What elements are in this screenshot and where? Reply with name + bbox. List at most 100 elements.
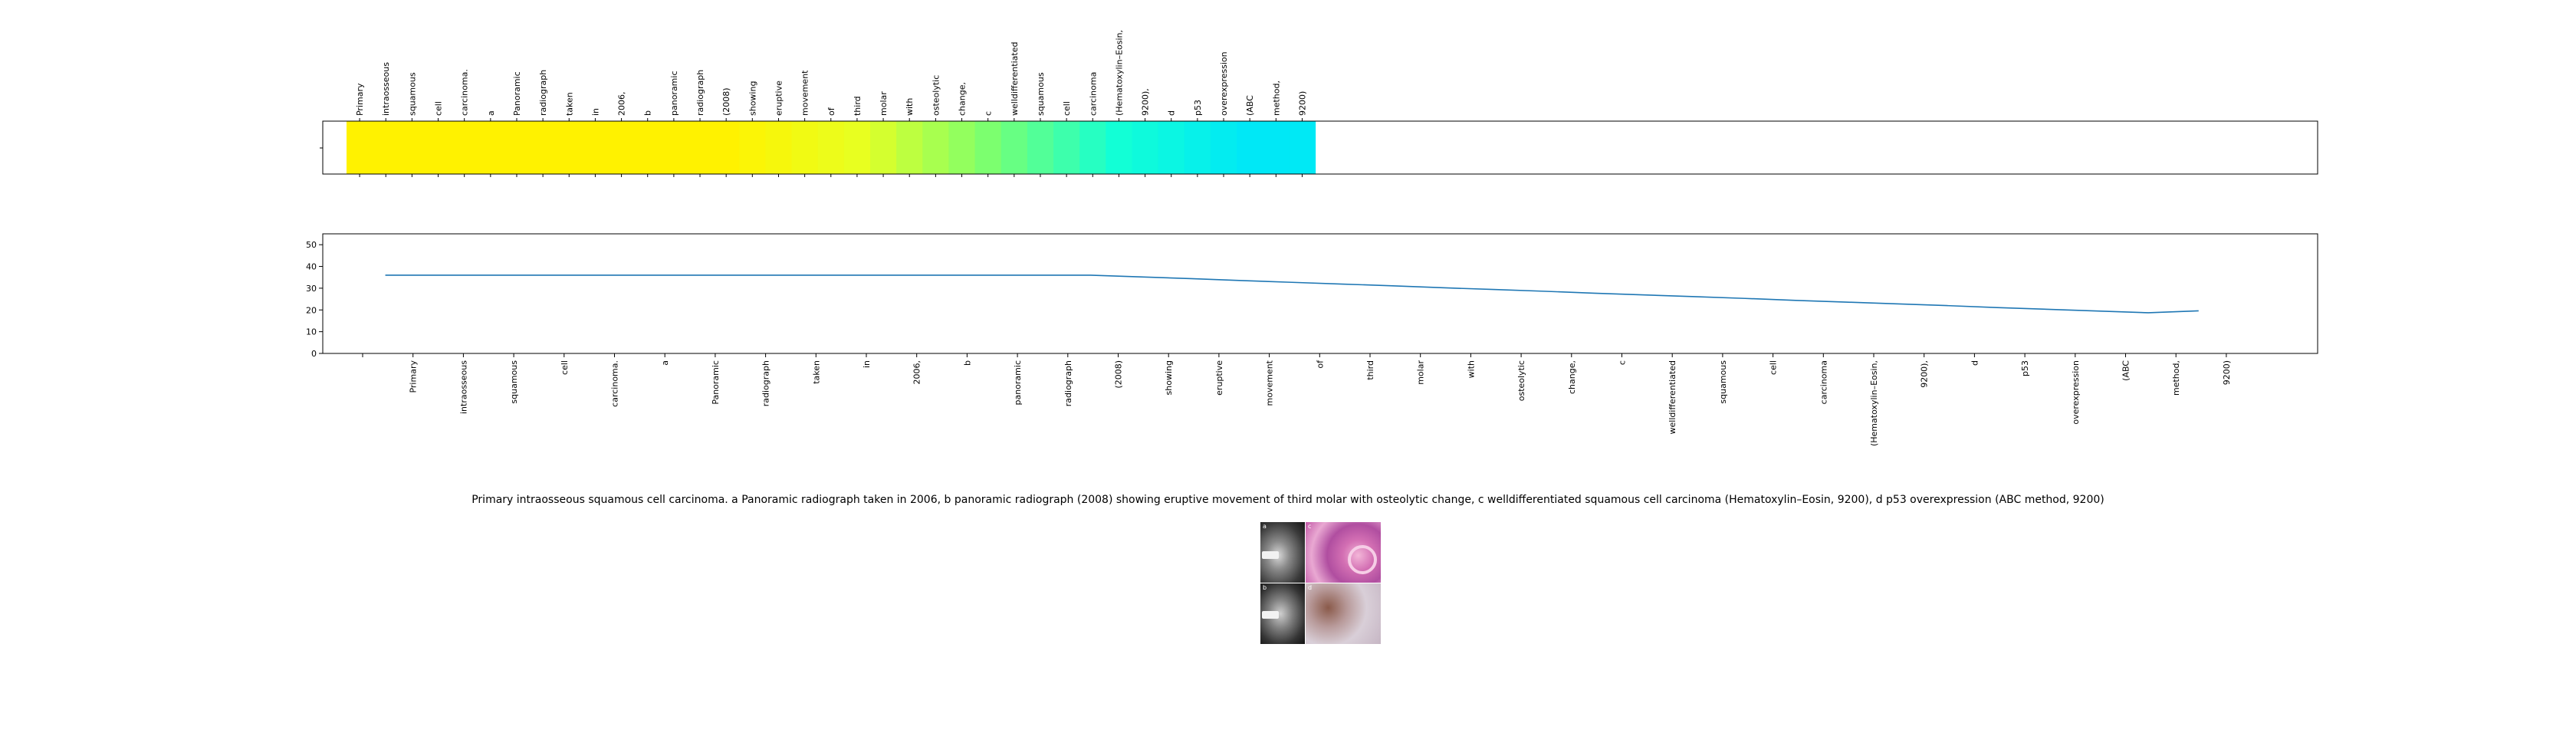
panel-b-xray-image: b xyxy=(1260,583,1305,644)
x-tick-label: showing xyxy=(1164,360,1174,395)
heatmap-token-label: method, xyxy=(1271,80,1281,116)
heatmap-cell xyxy=(870,121,897,174)
heatmap-token-label: 9200) xyxy=(1297,91,1307,116)
x-tick-label: osteolytic xyxy=(1516,360,1526,401)
heatmap-cell xyxy=(765,121,793,174)
heatmap-token-label: p53 xyxy=(1193,100,1203,116)
heatmap-cell xyxy=(530,121,557,174)
heatmap-cell xyxy=(399,121,426,174)
y-tick-label: 30 xyxy=(306,284,317,294)
x-tick-label: third xyxy=(1365,360,1375,380)
heatmap-cell xyxy=(1158,121,1185,174)
x-tick-label: overexpression xyxy=(2071,360,2081,425)
line-plot-frame xyxy=(322,233,2318,354)
panel-a-xray-image: a xyxy=(1260,522,1305,583)
x-tick-label: a xyxy=(660,360,670,366)
x-tick-label: p53 xyxy=(2020,360,2030,376)
x-tick-label: carcinoma. xyxy=(610,360,620,407)
heatmap-cell xyxy=(686,121,714,174)
heatmap-cell xyxy=(1001,121,1028,174)
x-tick-label: b xyxy=(962,360,972,366)
panel-c-histology-image: c xyxy=(1306,522,1381,583)
heatmap-token-label: carcinoma xyxy=(1088,72,1098,116)
x-tick-label: (Hematoxylin–Eosin, xyxy=(1869,360,1879,446)
heatmap-token-label: osteolytic xyxy=(931,75,941,116)
figure-caption: Primary intraosseous squamous cell carci… xyxy=(472,494,2104,506)
x-tick-label: carcinoma xyxy=(1819,360,1829,404)
heatmap-cell xyxy=(948,121,976,174)
heatmap-cell xyxy=(1184,121,1211,174)
x-tick-label: (2008) xyxy=(1114,360,1124,389)
heatmap-token-label: 2006, xyxy=(617,92,627,117)
y-tick-label: 20 xyxy=(306,305,317,315)
panel-d-ihc-image: d xyxy=(1306,583,1381,644)
heatmap-token-label: showing xyxy=(748,81,757,116)
x-tick-label: cell xyxy=(560,360,570,375)
x-tick-label: in xyxy=(862,360,872,368)
heatmap-token-label: squamous xyxy=(1036,72,1046,116)
x-tick-label: change, xyxy=(1567,360,1577,394)
heatmap-token-label: cell xyxy=(1062,101,1072,116)
heatmap-token-label: panoramic xyxy=(669,71,679,116)
heatmap-token-label: overexpression xyxy=(1219,51,1229,116)
heatmap-cell xyxy=(791,121,819,174)
heatmap-cell xyxy=(477,121,504,174)
x-tick-label: movement xyxy=(1265,360,1275,406)
heatmap-token-label: (Hematoxylin–Eosin, xyxy=(1114,30,1124,116)
heatmap-token-label: intraosseous xyxy=(381,62,391,116)
heatmap-cell xyxy=(1027,121,1054,174)
heatmap-token-label: (2008) xyxy=(721,87,731,116)
x-tick-label: taken xyxy=(811,360,821,384)
heatmap-token-label: welldifferentiated xyxy=(1010,42,1020,116)
heatmap-cell xyxy=(843,121,871,174)
heatmap-token-label: with xyxy=(905,98,915,116)
x-tick-label: c xyxy=(1618,360,1628,365)
heatmap-token-label: third xyxy=(853,96,863,116)
heatmap-cell xyxy=(556,121,583,174)
panel-d-letter: d xyxy=(1308,584,1313,591)
heatmap-token-label: movement xyxy=(800,70,810,116)
x-tick-label: method, xyxy=(2171,360,2181,396)
x-tick-label: panoramic xyxy=(1013,360,1023,406)
heatmap-token-label: change, xyxy=(958,82,968,116)
y-tick-label: 0 xyxy=(311,349,317,359)
heatmap-cell xyxy=(451,121,478,174)
x-tick-label: Primary xyxy=(409,360,419,393)
heatmap-token-label: in xyxy=(590,108,600,116)
x-tick-label: squamous xyxy=(509,360,519,404)
heatmap-cell xyxy=(739,121,766,174)
x-tick-label: Panoramic xyxy=(711,360,721,405)
series-line xyxy=(385,274,2199,314)
figure-image: a c b d xyxy=(1260,522,1381,644)
x-tick-label: eruptive xyxy=(1214,360,1224,396)
heatmap-token-label: Primary xyxy=(355,83,365,116)
heatmap-cell xyxy=(974,121,1002,174)
x-tick-label: with xyxy=(1466,360,1476,378)
heatmap-token-label: eruptive xyxy=(774,80,784,116)
heatmap-token-label: b xyxy=(643,110,653,116)
heatmap-token-label: cell xyxy=(434,101,444,116)
x-tick-label: (ABC xyxy=(2121,360,2131,381)
x-tick-label: squamous xyxy=(1718,360,1728,404)
heatmap-cell xyxy=(1237,121,1263,174)
y-tick-label: 40 xyxy=(306,262,317,272)
heatmap-cell xyxy=(1053,121,1080,174)
heatmap-cell xyxy=(1079,121,1106,174)
heatmap-token-label: taken xyxy=(564,92,574,116)
heatmap-cell xyxy=(1210,121,1237,174)
x-tick-label: 9200) xyxy=(2222,360,2232,385)
heatmap-cell xyxy=(347,121,373,174)
heatmap-token-label: (ABC xyxy=(1245,95,1255,116)
heatmap-token-label: radiograph xyxy=(695,70,705,116)
heatmap-cell xyxy=(817,121,845,174)
heatmap-token-label: d xyxy=(1167,110,1177,116)
heatmap-cell xyxy=(503,121,531,174)
heatmap-token-label: molar xyxy=(879,91,889,116)
panel-b-letter: b xyxy=(1263,584,1267,591)
heatmap-cell xyxy=(634,121,662,174)
heatmap-cell xyxy=(1263,121,1290,174)
heatmap-cell xyxy=(582,121,610,174)
heatmap-cell xyxy=(425,121,452,174)
x-tick-label: d xyxy=(1970,360,1980,366)
